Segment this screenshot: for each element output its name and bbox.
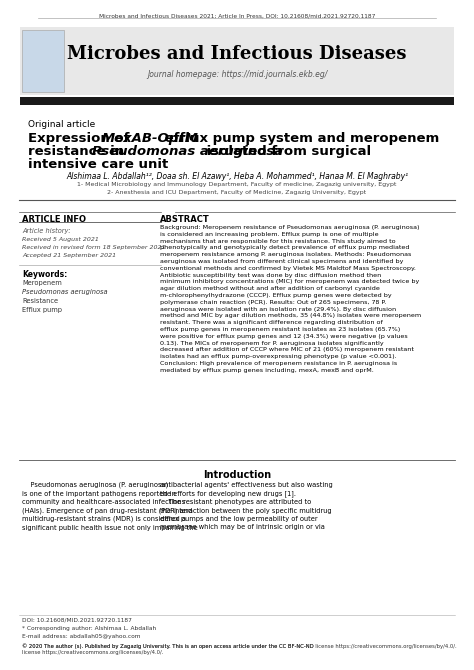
Text: isolated from surgical: isolated from surgical — [202, 145, 371, 158]
Text: resistance in: resistance in — [28, 145, 129, 158]
Text: Expression of: Expression of — [28, 132, 134, 145]
Text: ARTICLE INFO: ARTICLE INFO — [22, 215, 86, 224]
Text: Keywords:: Keywords: — [22, 270, 67, 279]
Text: © 2020 The author (s). Published by Zagazig University. This is an open access a: © 2020 The author (s). Published by Zaga… — [22, 643, 456, 649]
FancyBboxPatch shape — [20, 97, 454, 105]
Text: Pseudomonas aeruginosa: Pseudomonas aeruginosa — [92, 145, 283, 158]
Text: Meropenem: Meropenem — [22, 280, 62, 286]
Text: Received in revised form 18 September 2021: Received in revised form 18 September 20… — [22, 245, 165, 250]
Text: Pseudomonas aeruginosa (P. aeruginosa)
is one of the important pathogens reporte: Pseudomonas aeruginosa (P. aeruginosa) i… — [22, 482, 198, 531]
Text: Pseudomonas aeruginosa: Pseudomonas aeruginosa — [22, 289, 108, 295]
Text: Resistance: Resistance — [22, 298, 58, 304]
Text: Article history:: Article history: — [22, 228, 71, 234]
Text: antibacterial agents' effectiveness but also wasting
the efforts for developing : antibacterial agents' effectiveness but … — [160, 482, 333, 530]
Text: 2- Anesthesia and ICU Department, Faculty of Medicine, Zagazig University, Egypt: 2- Anesthesia and ICU Department, Facult… — [108, 190, 366, 195]
FancyBboxPatch shape — [20, 27, 454, 95]
Text: © 2020 The author (s). Published by Zagazig University. This is an open access a: © 2020 The author (s). Published by Zaga… — [22, 643, 314, 655]
Text: DOI: 10.21608/MID.2021.92720.1187: DOI: 10.21608/MID.2021.92720.1187 — [22, 618, 132, 623]
Text: efflux pump system and meropenem: efflux pump system and meropenem — [160, 132, 439, 145]
Text: 1- Medical Microbiology and Immunology Department, Faculty of medicine, Zagazig : 1- Medical Microbiology and Immunology D… — [77, 182, 397, 187]
Text: intensive care unit: intensive care unit — [28, 158, 168, 171]
Text: Received 5 August 2021: Received 5 August 2021 — [22, 237, 99, 242]
Text: Efflux pump: Efflux pump — [22, 307, 62, 313]
Text: Introduction: Introduction — [203, 470, 271, 480]
Text: Accepted 21 September 2021: Accepted 21 September 2021 — [22, 253, 116, 258]
Text: E-mail address: abdallah05@yahoo.com: E-mail address: abdallah05@yahoo.com — [22, 634, 140, 639]
Text: Microbes and Infectious Diseases: Microbes and Infectious Diseases — [67, 45, 407, 63]
Text: Microbes and Infectious Diseases 2021; Article In Press, DOI: 10.21608/mid.2021.: Microbes and Infectious Diseases 2021; A… — [99, 13, 375, 18]
FancyBboxPatch shape — [22, 30, 64, 92]
Text: Alshimaa L. Abdallah¹², Doaa sh. El Azawy¹, Heba A. Mohammed¹, Hanaa M. El Maghr: Alshimaa L. Abdallah¹², Doaa sh. El Azaw… — [66, 172, 408, 181]
Text: Background: Meropenem resistance of Pseudomonas aeruginosa (P. aeruginosa)
is co: Background: Meropenem resistance of Pseu… — [160, 225, 421, 373]
Text: Original article: Original article — [28, 120, 95, 129]
Text: ABSTRACT: ABSTRACT — [160, 215, 210, 224]
Text: MexAB-OprM: MexAB-OprM — [102, 132, 199, 145]
Text: Journal homepage: https://mid.journals.ekb.eg/: Journal homepage: https://mid.journals.e… — [147, 70, 327, 79]
Text: * Corresponding author: Alshimaa L. Abdallah: * Corresponding author: Alshimaa L. Abda… — [22, 626, 156, 631]
